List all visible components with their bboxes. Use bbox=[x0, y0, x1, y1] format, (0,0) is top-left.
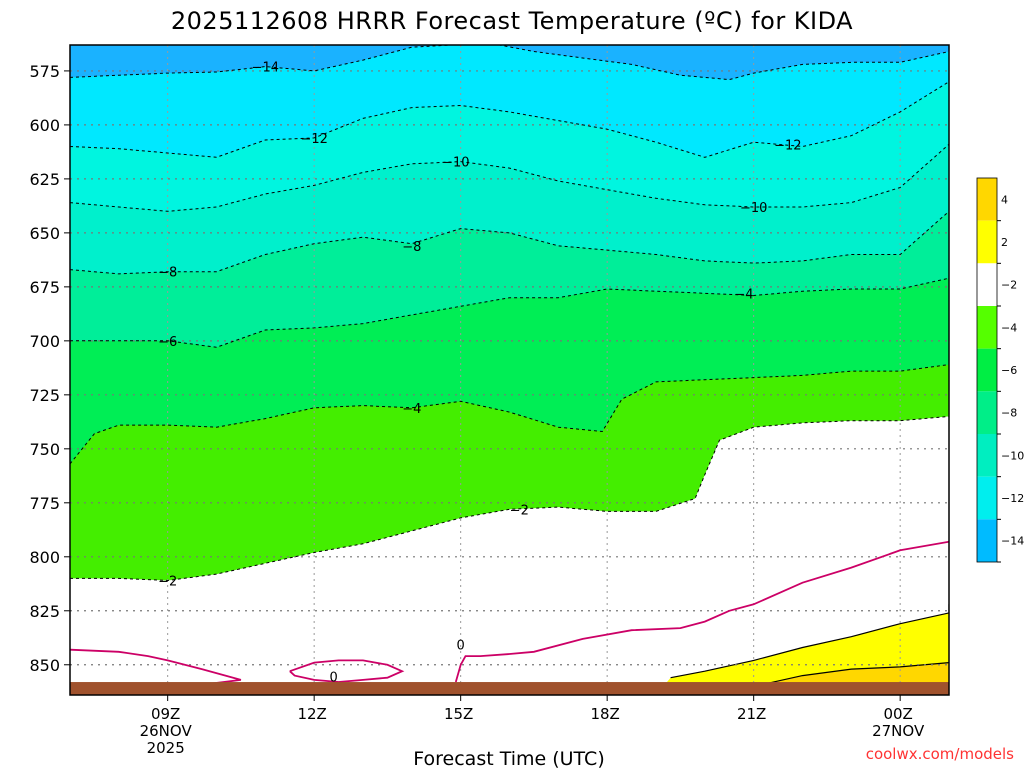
credit-text: coolwx.com/models bbox=[866, 745, 1014, 763]
colorbar-swatch bbox=[977, 178, 997, 221]
contour-label: −2 bbox=[510, 503, 529, 518]
x-tick-label: 15Z bbox=[444, 705, 473, 723]
colorbar-tick-label: 4 bbox=[1001, 193, 1008, 206]
plot-area: −14 −12 −12 −10 −10 −8 −8 −6 −4 −4 −2 −2 0 0 bbox=[70, 45, 949, 695]
contour-label: −10 bbox=[740, 201, 767, 216]
y-tick-label: 650 bbox=[29, 224, 60, 243]
y-tick-label: 675 bbox=[29, 278, 60, 297]
plot-frame bbox=[69, 44, 950, 696]
x-tick-label: 00Z bbox=[883, 705, 912, 723]
y-axis-ticks: 575 600 625 650 675 700 725 750 775 800 825 850 bbox=[29, 62, 70, 675]
y-tick-label: 700 bbox=[29, 332, 60, 351]
colorbar-swatch bbox=[977, 519, 997, 562]
contour-line-minus12 bbox=[70, 81, 949, 158]
contour-label: −10 bbox=[442, 156, 469, 171]
contour-label: −8 bbox=[158, 266, 177, 281]
colorbar-tick-label: −2 bbox=[1001, 279, 1017, 292]
y-tick-label: 625 bbox=[29, 170, 60, 189]
x-tick-label: 12Z bbox=[297, 705, 326, 723]
zero-contour-line bbox=[289, 659, 405, 683]
zero-contour-line bbox=[454, 540, 949, 683]
contour-label: −4 bbox=[734, 287, 753, 302]
x-tick-label: 18Z bbox=[590, 705, 619, 723]
x-tick-label: 09Z bbox=[151, 705, 180, 723]
colorbar-tick-label: 2 bbox=[1001, 236, 1008, 249]
contour-label: −12 bbox=[300, 132, 327, 147]
y-tick-label: 800 bbox=[29, 548, 60, 567]
grid-lines bbox=[70, 45, 949, 695]
y-tick-label: 825 bbox=[29, 602, 60, 621]
contour-label: −4 bbox=[402, 402, 421, 417]
contour-line-minus8 bbox=[70, 210, 949, 275]
colorbar-tick-label: −4 bbox=[1001, 321, 1017, 334]
contour-line-minus2 bbox=[70, 415, 949, 582]
colorbar-tick-label: −10 bbox=[1001, 449, 1024, 462]
x-tick-label: 2025 bbox=[147, 739, 185, 757]
colorbar: 4 2 −2 −4 −6 −8 −10 −12 −14 bbox=[976, 177, 1024, 563]
warm-contour-4 bbox=[753, 662, 949, 687]
x-tick-label: 21Z bbox=[737, 705, 766, 723]
y-tick-label: 575 bbox=[29, 62, 60, 81]
colorbar-swatch bbox=[977, 348, 997, 392]
x-tick-label: 26NOV bbox=[140, 722, 193, 740]
zero-contour-label: 0 bbox=[330, 671, 338, 686]
x-tick-label: 27NOV bbox=[872, 722, 925, 740]
contour-label: −12 bbox=[774, 138, 801, 153]
y-tick-label: 775 bbox=[29, 494, 60, 513]
colorbar-tick-label: −14 bbox=[1001, 535, 1024, 548]
zero-contour-label: 0 bbox=[457, 638, 465, 653]
contour-label: −14 bbox=[252, 61, 279, 76]
contour-label: −6 bbox=[158, 335, 177, 350]
colorbar-frame bbox=[976, 177, 998, 563]
band-fill-minus2 bbox=[70, 416, 949, 695]
x-axis-label: Forecast Time (UTC) bbox=[413, 748, 604, 768]
colorbar-tick-label: −8 bbox=[1001, 407, 1017, 420]
y-tick-label: 725 bbox=[29, 386, 60, 405]
contour-label: −2 bbox=[158, 575, 177, 590]
colorbar-swatch bbox=[977, 434, 997, 477]
colorbar-swatch bbox=[977, 220, 997, 264]
colorbar-swatch bbox=[977, 306, 997, 349]
y-tick-label: 850 bbox=[29, 656, 60, 675]
warm-contour-2 bbox=[670, 604, 949, 679]
colorbar-swatch bbox=[977, 263, 997, 306]
ground-fill bbox=[70, 682, 949, 695]
colorbar-swatch bbox=[977, 391, 997, 434]
colorbar-tick-label: −6 bbox=[1001, 364, 1017, 377]
y-tick-label: 750 bbox=[29, 440, 60, 459]
colorbar-tick-label: −12 bbox=[1001, 492, 1024, 505]
contour-label: −8 bbox=[402, 240, 421, 255]
contour-line-minus6 bbox=[70, 277, 949, 348]
colorbar-swatch bbox=[977, 476, 997, 520]
contour-line-minus14 bbox=[70, 45, 949, 81]
plot-content: −14 −12 −12 −10 −10 −8 −8 −6 −4 −4 −2 −2 0 0 bbox=[70, 45, 949, 695]
y-tick-label: 600 bbox=[29, 116, 60, 135]
contour-line-minus10 bbox=[70, 143, 949, 212]
chart-title: 2025112608 HRRR Forecast Temperature (ºC… bbox=[171, 7, 853, 35]
